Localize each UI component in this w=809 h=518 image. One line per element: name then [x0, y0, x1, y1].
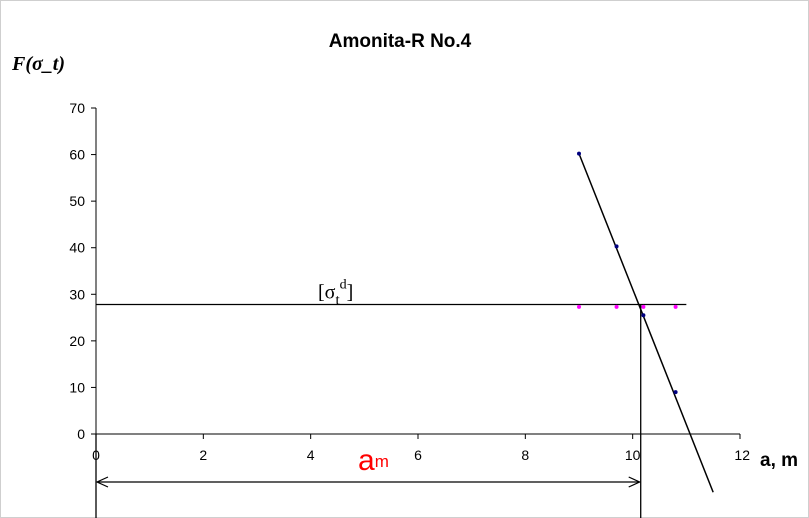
data-point [641, 313, 646, 318]
data-point [614, 244, 619, 249]
y-axis-label: F(σ_t) [11, 53, 65, 75]
dimension-label: am [358, 444, 389, 477]
chart-title: Amonita-R No.4 [329, 31, 472, 52]
data-point [673, 390, 678, 395]
y-tick-label: 0 [77, 426, 85, 442]
x-axis-label: a, m [760, 450, 798, 471]
data-point [614, 304, 619, 309]
dimension-group: am [95, 304, 642, 518]
dimension-arrow-left-head [95, 476, 109, 488]
y-tick-label: 60 [69, 147, 85, 163]
series-group [577, 151, 714, 493]
data-point [577, 304, 581, 309]
y-tick-label: 20 [69, 333, 85, 349]
y-tick-label: 30 [69, 286, 85, 302]
tick-labels: 010203040506070024681012 [69, 100, 750, 463]
data-point [641, 304, 646, 309]
y-tick-label: 50 [69, 193, 85, 209]
x-tick-label: 6 [414, 447, 422, 463]
y-tick-label: 10 [69, 379, 85, 395]
y-tick-label: 70 [69, 100, 85, 116]
x-tick-label: 8 [521, 447, 529, 463]
threshold-label: [σtd] [318, 278, 353, 309]
x-tick-label: 10 [625, 447, 641, 463]
fit-line [578, 153, 714, 493]
x-tick-label: 2 [199, 447, 207, 463]
x-tick-label: 12 [734, 447, 750, 463]
data-point [673, 304, 678, 309]
threshold-group: [σtd] [96, 278, 687, 309]
dimension-arrow-right-head [628, 476, 642, 488]
data-point [577, 151, 581, 156]
y-tick-label: 40 [69, 240, 85, 256]
axes [91, 107, 741, 439]
x-tick-label: 4 [307, 447, 315, 463]
